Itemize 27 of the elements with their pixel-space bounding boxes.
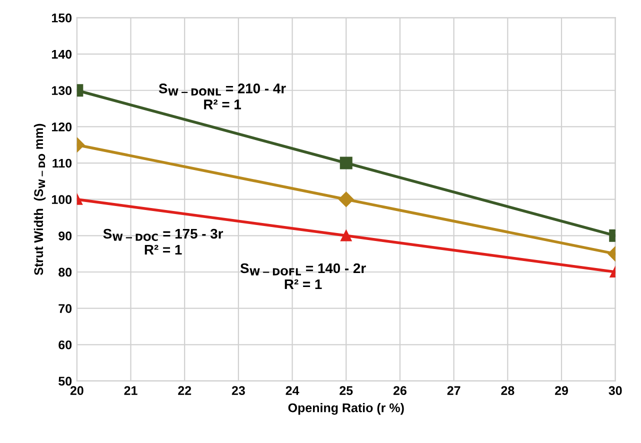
annotation: S$_{W−DOC}$ = 175 - 3r R² = 1 — [103, 228, 224, 255]
y-tick-label: 90 — [58, 231, 72, 240]
x-tick-label: 23 — [232, 386, 245, 396]
y-tick-label: 110 — [52, 158, 72, 168]
y-tick-label: 150 — [52, 14, 72, 22]
y-tick-label: 80 — [58, 268, 72, 277]
y-tick-label: 140 — [52, 50, 72, 59]
x-tick-label: 20 — [70, 386, 84, 396]
y-tick-label: 130 — [52, 86, 72, 96]
annotation: S$_{W−DOFL}$ = 140 - 2r R² = 1 — [240, 263, 366, 290]
x-tick-label: 25 — [340, 386, 353, 396]
x-tick-label: 29 — [555, 386, 568, 396]
x-tick-label: 21 — [124, 386, 138, 395]
x-tick-label: 30 — [608, 386, 622, 396]
x-tick-label: 28 — [501, 386, 514, 396]
y-tick-label: 100 — [52, 195, 72, 204]
annotation: S$_{W−DONL}$ = 210 - 4r R² = 1 — [158, 84, 286, 110]
y-tick-label: 50 — [58, 376, 72, 386]
y-tick-label: 60 — [58, 340, 72, 350]
x-tick-label: 27 — [447, 386, 460, 395]
y-axis-title: Strut Width (S$_{W−DO}$ mm) — [34, 124, 46, 276]
x-axis-title: Opening Ratio (r %) — [288, 403, 404, 415]
y-tick-label: 120 — [52, 122, 72, 132]
x-tick-label: 22 — [178, 386, 192, 395]
x-tick-label: 24 — [286, 386, 300, 395]
y-tick-label: 70 — [58, 304, 72, 313]
x-tick-label: 26 — [393, 386, 406, 396]
